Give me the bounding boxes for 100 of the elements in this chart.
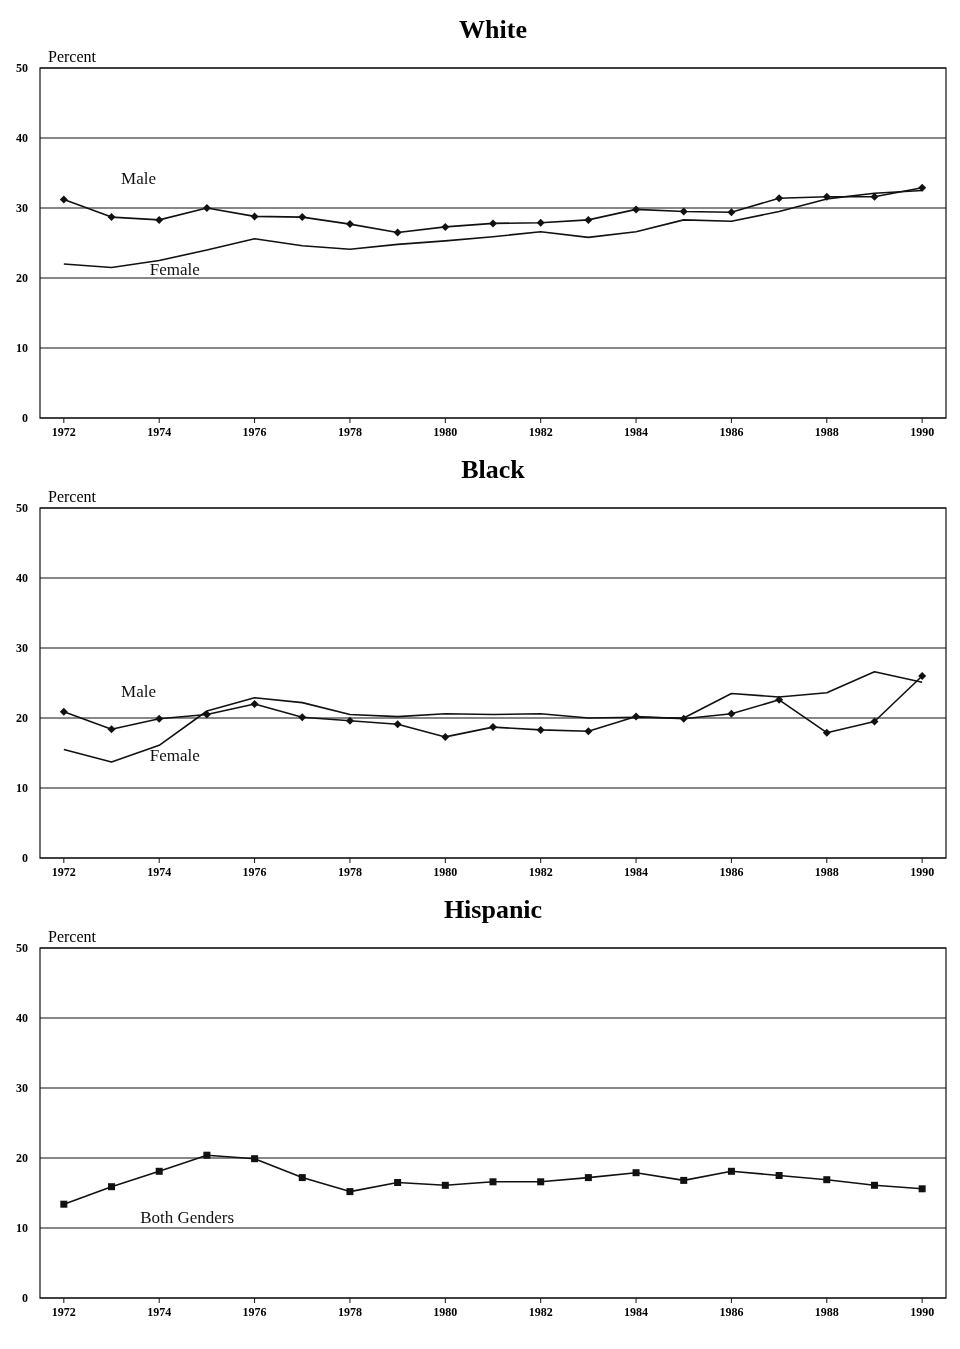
y-tick-label: 40 — [16, 1011, 28, 1026]
x-tick-label: 1982 — [528, 865, 553, 879]
x-tick-label: 1976 — [242, 425, 267, 439]
x-tick-label: 1974 — [147, 1305, 172, 1319]
point — [202, 204, 211, 212]
x-tick-label: 1984 — [624, 1305, 649, 1319]
x-tick-label: 1984 — [624, 425, 649, 439]
x-tick-label: 1978 — [337, 1305, 362, 1319]
y-tick-label: 10 — [16, 781, 28, 796]
point — [107, 725, 116, 734]
y-tick-label: 40 — [16, 571, 28, 586]
x-tick-label: 1986 — [719, 1305, 744, 1319]
y-tick-label: 0 — [22, 851, 28, 866]
x-tick-label: 1980 — [433, 425, 458, 439]
x-tick-label: 1976 — [242, 865, 267, 879]
point — [537, 1178, 545, 1186]
point — [727, 709, 736, 718]
y-tick-label: 30 — [16, 201, 28, 216]
chart-title: Hispanic — [443, 895, 543, 924]
point — [870, 717, 879, 726]
point — [394, 1179, 402, 1186]
series-label: Both Genders — [140, 1207, 235, 1227]
point — [59, 195, 68, 204]
point — [345, 220, 354, 229]
x-tick-label: 1984 — [624, 865, 649, 879]
y-tick-label: 20 — [16, 271, 28, 286]
point — [251, 1155, 259, 1163]
point — [489, 723, 497, 732]
y-axis-title: Percent — [48, 48, 97, 65]
point — [775, 1172, 783, 1179]
point — [870, 192, 879, 201]
x-tick-label: 1974 — [147, 865, 172, 879]
x-tick-label: 1990 — [910, 425, 935, 439]
point — [536, 725, 545, 734]
point — [489, 219, 497, 228]
y-tick-label: 50 — [16, 501, 28, 516]
y-tick-label: 30 — [16, 641, 28, 656]
x-tick-label: 1972 — [51, 865, 76, 879]
point — [155, 714, 164, 723]
point — [203, 1151, 211, 1159]
series-label: Female — [149, 745, 200, 765]
point — [345, 716, 354, 725]
series-label: Male — [121, 681, 156, 701]
x-tick-label: 1988 — [814, 1305, 839, 1319]
point — [393, 720, 402, 729]
x-tick-label: 1974 — [147, 425, 172, 439]
y-tick-label: 10 — [16, 1221, 28, 1236]
x-tick-label: 1982 — [528, 1305, 553, 1319]
y-tick-label: 20 — [16, 1151, 28, 1166]
point — [441, 732, 450, 741]
point — [250, 700, 259, 708]
point — [155, 1167, 163, 1175]
y-tick-label: 20 — [16, 711, 28, 726]
x-tick-label: 1986 — [719, 865, 744, 879]
x-tick-label: 1988 — [814, 865, 839, 879]
point — [298, 1174, 306, 1182]
point — [584, 215, 593, 224]
point — [155, 215, 164, 224]
point — [489, 1178, 497, 1186]
x-tick-label: 1988 — [814, 425, 839, 439]
y-tick-label: 10 — [16, 341, 28, 356]
point — [108, 1183, 116, 1191]
point — [918, 672, 927, 680]
x-tick-label: 1976 — [242, 1305, 267, 1319]
point — [584, 1174, 592, 1182]
point — [632, 205, 641, 214]
x-tick-label: 1980 — [433, 865, 458, 879]
point — [250, 212, 259, 221]
y-axis-title: Percent — [48, 928, 97, 945]
y-tick-label: 0 — [22, 411, 28, 426]
point — [727, 208, 736, 217]
x-tick-label: 1990 — [910, 1305, 935, 1319]
point — [441, 222, 450, 231]
y-tick-label: 30 — [16, 1081, 28, 1096]
point — [441, 1181, 449, 1189]
x-tick-label: 1978 — [337, 865, 362, 879]
series-label: Male — [121, 169, 156, 189]
x-tick-label: 1980 — [433, 1305, 458, 1319]
point — [584, 727, 593, 736]
series-label: Female — [149, 260, 200, 280]
chart-title: Black — [461, 455, 526, 484]
point — [870, 1181, 878, 1189]
point — [346, 1188, 354, 1196]
point — [60, 1200, 68, 1208]
point — [918, 1185, 926, 1193]
point — [59, 707, 68, 716]
y-tick-label: 50 — [16, 941, 28, 956]
point — [679, 207, 688, 216]
x-tick-label: 1986 — [719, 425, 744, 439]
point — [680, 1176, 688, 1184]
x-tick-label: 1982 — [528, 425, 553, 439]
point — [107, 213, 116, 222]
point — [632, 1169, 640, 1177]
chart-title: White — [459, 15, 527, 44]
point — [393, 228, 402, 237]
y-tick-label: 50 — [16, 61, 28, 76]
point — [822, 728, 831, 737]
x-tick-label: 1990 — [910, 865, 935, 879]
point — [775, 194, 784, 203]
point — [918, 183, 927, 192]
